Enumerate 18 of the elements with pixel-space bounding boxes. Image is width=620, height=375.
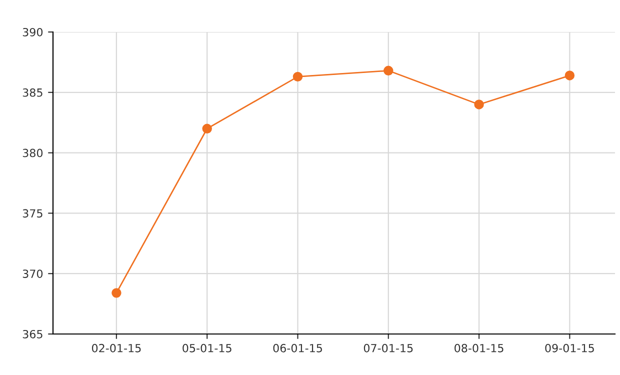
y-tick-label: 365 xyxy=(22,330,42,338)
y-tick-label: 375 xyxy=(22,209,42,218)
y-tick-label: 385 xyxy=(22,88,42,97)
y-tick-label: 390 xyxy=(22,28,43,36)
point xyxy=(292,72,303,82)
y-tick-label: 370 xyxy=(22,270,43,278)
point xyxy=(112,288,122,298)
point xyxy=(202,124,212,134)
x-tick-label: 07-01-15 xyxy=(364,344,413,352)
point xyxy=(384,66,394,76)
point xyxy=(564,70,575,80)
x-tick-label: 02-01-15 xyxy=(92,344,141,352)
point xyxy=(474,100,484,110)
x-tick-label: 09-01-15 xyxy=(545,344,594,352)
x-tick-label: 06-01-15 xyxy=(273,344,322,352)
y-tick-label: 380 xyxy=(22,148,43,158)
x-tick-label: 08-01-15 xyxy=(454,344,504,352)
x-tick-label: 05-01-15 xyxy=(182,344,232,352)
